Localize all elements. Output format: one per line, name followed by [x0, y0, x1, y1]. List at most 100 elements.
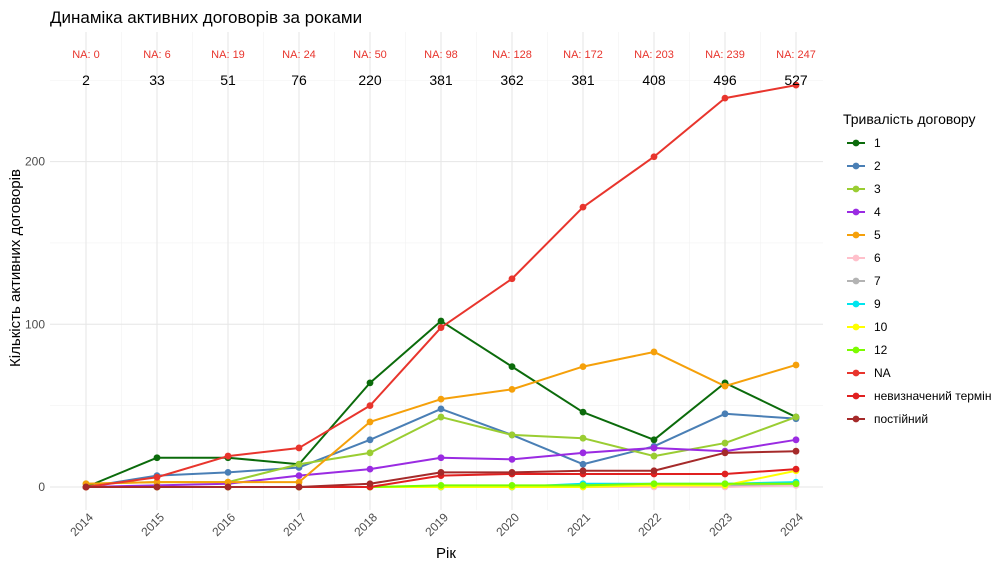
- legend-item: 7: [847, 274, 881, 288]
- legend-label: 9: [874, 297, 881, 311]
- data-point: [579, 363, 587, 371]
- data-point: [650, 153, 658, 161]
- data-point: [437, 405, 445, 413]
- legend-item: 6: [847, 251, 881, 265]
- legend-marker: [852, 346, 860, 354]
- data-point: [508, 481, 516, 489]
- legend: Тривалість договору 123456791012NAневизн…: [843, 111, 991, 426]
- data-point: [721, 410, 729, 418]
- chart-title: Динаміка активних договорів за роками: [50, 8, 362, 27]
- na-count-label: NA: 19: [211, 49, 245, 61]
- legend-item: 5: [847, 228, 881, 242]
- legend-label: 1: [874, 136, 881, 150]
- na-count-label: NA: 172: [563, 49, 603, 61]
- data-point: [82, 483, 90, 491]
- na-count-label: NA: 0: [72, 49, 100, 61]
- total-count-label: 381: [571, 72, 595, 88]
- data-point: [721, 470, 729, 478]
- legend-marker: [852, 185, 860, 193]
- legend-item: 3: [847, 182, 881, 196]
- legend-label: 5: [874, 228, 881, 242]
- na-count-label: NA: 239: [705, 49, 745, 61]
- data-point: [224, 452, 232, 460]
- data-point: [153, 454, 161, 462]
- data-point: [153, 483, 161, 491]
- data-point: [579, 460, 587, 468]
- total-count-label: 220: [358, 72, 382, 88]
- data-point: [508, 363, 516, 371]
- data-point: [650, 444, 658, 452]
- series-4: [82, 348, 800, 488]
- legend-item: 12: [847, 343, 888, 357]
- total-count-label: 51: [220, 72, 236, 88]
- legend-marker: [852, 369, 860, 377]
- data-point: [437, 395, 445, 403]
- legend-marker: [852, 300, 860, 308]
- data-point: [579, 434, 587, 442]
- data-point: [437, 454, 445, 462]
- data-point: [153, 473, 161, 481]
- y-tick-label: 0: [38, 480, 45, 494]
- na-count-label: NA: 203: [634, 49, 674, 61]
- na-count-label: NA: 24: [282, 49, 316, 61]
- data-point: [579, 467, 587, 475]
- legend-label: 12: [874, 343, 888, 357]
- data-point: [792, 361, 800, 369]
- data-point: [508, 455, 516, 463]
- legend-label: NA: [874, 366, 891, 380]
- data-point: [366, 465, 374, 473]
- y-axis-label: Кількість активних договорів: [7, 169, 24, 367]
- data-point: [650, 348, 658, 356]
- na-count-label: NA: 98: [424, 49, 458, 61]
- legend-marker: [852, 231, 860, 239]
- data-point: [295, 472, 303, 480]
- legend-marker: [852, 277, 860, 285]
- legend-item: невизначений термін: [847, 389, 991, 403]
- data-point: [295, 444, 303, 452]
- series-10: [82, 81, 800, 491]
- data-point: [295, 483, 303, 491]
- series-12: [82, 447, 800, 491]
- data-point: [508, 275, 516, 283]
- data-point: [437, 324, 445, 331]
- data-point: [792, 447, 800, 455]
- data-point: [792, 413, 800, 421]
- legend-marker: [852, 392, 860, 400]
- na-count-label: NA: 6: [143, 49, 171, 61]
- total-count-label: 381: [429, 72, 453, 88]
- legend-item: 1: [847, 136, 881, 150]
- data-point: [721, 439, 729, 447]
- legend-label: 6: [874, 251, 881, 265]
- legend-marker: [852, 254, 860, 262]
- data-point: [508, 468, 516, 476]
- total-count-label: 33: [149, 72, 165, 88]
- y-tick-label: 200: [25, 155, 45, 169]
- data-point: [650, 480, 658, 488]
- data-point: [508, 385, 516, 393]
- series-group: [82, 81, 800, 491]
- legend-item: 2: [847, 159, 881, 173]
- data-point: [721, 382, 729, 390]
- legend-item: NA: [847, 366, 891, 380]
- data-point: [650, 436, 658, 444]
- data-point: [721, 480, 729, 488]
- data-point: [579, 203, 587, 211]
- data-point: [153, 478, 161, 486]
- data-point: [366, 402, 374, 410]
- y-tick-label: 100: [25, 317, 45, 331]
- legend-item: постійний: [847, 412, 928, 426]
- legend-marker: [852, 323, 860, 331]
- data-point: [721, 449, 729, 457]
- data-point: [366, 379, 374, 387]
- data-point: [579, 481, 587, 489]
- legend-label: 10: [874, 320, 888, 334]
- legend-item: 4: [847, 205, 881, 219]
- data-point: [366, 449, 374, 457]
- na-count-label: NA: 50: [353, 49, 387, 61]
- legend-label: 4: [874, 205, 881, 219]
- data-point: [437, 413, 445, 421]
- data-point: [792, 436, 800, 444]
- data-point: [224, 468, 232, 476]
- total-count-label: 362: [500, 72, 524, 88]
